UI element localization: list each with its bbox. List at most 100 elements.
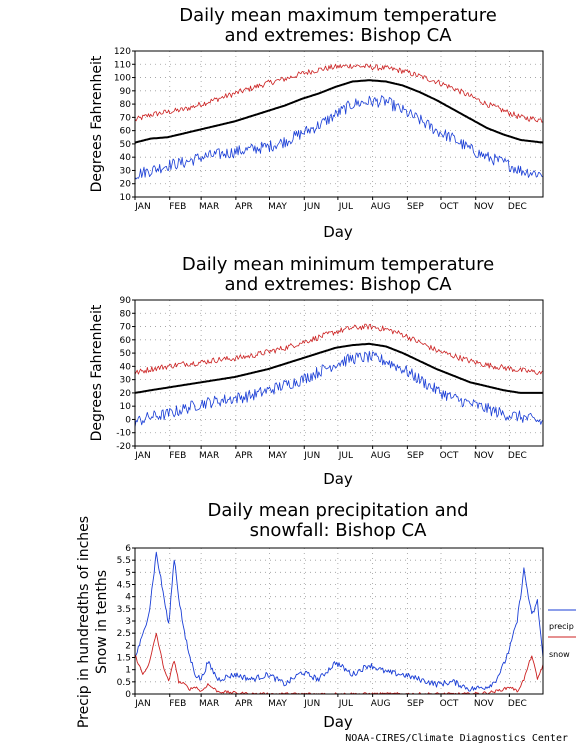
y-tick-label: 70	[120, 323, 132, 333]
y-tick-label: 90	[120, 87, 132, 97]
chart1-y-axis-label: Degrees Fahrenheit	[89, 55, 105, 192]
y-tick-label: 3	[125, 617, 131, 627]
series-line-min-extreme	[134, 95, 544, 180]
y-tick-label: 4	[125, 593, 131, 603]
y-tick-label: 70	[120, 113, 132, 123]
chart3-x-axis-label: Day	[323, 713, 353, 731]
x-tick-label: JAN	[134, 202, 150, 212]
plot-frame	[134, 50, 544, 198]
x-tick-label: OCT	[440, 451, 459, 461]
x-tick-label: AUG	[371, 451, 391, 461]
chart3-y-axis-label-line1: Precip in hundredths of inches	[76, 516, 92, 728]
x-tick-label: SEP	[407, 451, 424, 461]
series-line-precip	[134, 551, 544, 692]
chart2-x-axis-label: Day	[323, 470, 353, 488]
credit-text: NOAA-CIRES/Climate Diagnostics Center	[345, 733, 568, 744]
y-tick-label: 5	[125, 568, 131, 578]
y-tick-label: 80	[120, 309, 132, 319]
y-tick-label: 2.5	[117, 629, 131, 639]
x-tick-label: MAY	[268, 451, 287, 461]
y-tick-label: 10	[120, 193, 132, 203]
y-tick-label: -10	[116, 429, 131, 439]
chart3-plot-area: 0 0.5 1 1.5 2 2.5 3 3.5 4 4.5 5 5.5 6 JAN FEB MAR APR MAY…	[117, 544, 544, 709]
y-tick-label: 100	[114, 74, 131, 84]
x-tick-label: APR	[235, 451, 253, 461]
x-tick-label: DEC	[508, 699, 527, 709]
x-tick-label: OCT	[440, 202, 459, 212]
y-tick-label: 20	[120, 180, 132, 190]
x-tick-label: NOV	[474, 451, 495, 461]
y-tick-label: 50	[120, 140, 132, 150]
x-tick-label: AUG	[371, 699, 391, 709]
plot-frame	[134, 299, 544, 447]
legend-snow-label: snow	[549, 650, 570, 659]
series-line-min-extreme	[134, 350, 544, 428]
chart3-y-axis-label-line2: Snow in tenths	[94, 570, 110, 674]
chart2-title-line2: and extremes: Bishop CA	[224, 274, 452, 295]
chart3-title-line2: snowfall: Bishop CA	[250, 520, 428, 541]
chart1-x-axis-label: Day	[323, 223, 353, 241]
x-tick-label: APR	[235, 202, 253, 212]
x-tick-label: MAY	[268, 202, 287, 212]
y-tick-label: 10	[120, 402, 132, 412]
y-tick-label: 120	[114, 47, 131, 57]
chart2-plot-area: -20 -10 0 10 20 30 40 50 60 70 80 90 JAN FEB MAR APR MAY…	[116, 296, 544, 461]
x-tick-label: JUL	[338, 451, 353, 461]
y-tick-label: 30	[120, 376, 132, 386]
y-tick-label: 4.5	[117, 581, 131, 591]
x-tick-label: SEP	[407, 202, 424, 212]
plot-frame	[134, 547, 544, 695]
x-tick-label: JAN	[134, 699, 150, 709]
series-line-mean	[134, 79, 544, 144]
y-tick-label: 6	[125, 544, 131, 554]
legend-precip-label: precip	[549, 622, 574, 631]
series-line-max-extreme	[134, 323, 544, 375]
x-tick-label: MAR	[199, 451, 219, 461]
y-tick-label: 60	[120, 127, 132, 137]
y-tick-label: 1.5	[117, 654, 131, 664]
x-tick-label: MAY	[268, 699, 287, 709]
x-tick-label: MAR	[199, 202, 219, 212]
y-tick-label: 40	[120, 362, 132, 372]
series-line-max-extreme	[134, 63, 544, 123]
x-tick-label: JUL	[338, 202, 353, 212]
x-tick-label: NOV	[474, 699, 495, 709]
y-tick-label: 20	[120, 389, 132, 399]
x-tick-label: APR	[235, 699, 253, 709]
x-tick-label: OCT	[440, 699, 459, 709]
x-tick-label: JAN	[134, 451, 150, 461]
y-tick-label: 110	[114, 60, 131, 70]
chart2-y-axis-label: Degrees Fahrenheit	[89, 304, 105, 441]
y-tick-label: 30	[120, 166, 132, 176]
y-tick-label: 40	[120, 153, 132, 163]
y-tick-label: 0	[125, 415, 131, 425]
y-tick-label: 0.5	[117, 678, 131, 688]
chart1-title-line1: Daily mean maximum temperature	[179, 5, 497, 26]
y-tick-label: 2	[125, 641, 131, 651]
x-tick-label: SEP	[407, 699, 424, 709]
x-tick-label: MAR	[199, 699, 219, 709]
x-tick-label: DEC	[508, 451, 527, 461]
chart1-title-line2: and extremes: Bishop CA	[224, 25, 452, 46]
x-tick-label: NOV	[474, 202, 495, 212]
y-tick-label: 90	[120, 296, 132, 306]
x-tick-label: FEB	[169, 202, 186, 212]
series-line-mean	[134, 342, 543, 394]
x-tick-label: JUN	[303, 699, 320, 709]
y-tick-label: 5.5	[117, 556, 131, 566]
y-tick-label: -20	[116, 442, 131, 452]
x-tick-label: JUN	[303, 451, 320, 461]
y-tick-label: 0	[125, 690, 131, 700]
y-tick-label: 80	[120, 100, 132, 110]
chart1-plot-area: 10 20 30 40 50 60 70 80 90 100 110 120 JAN FEB MAR APR M…	[114, 47, 544, 212]
y-tick-label: 50	[120, 349, 132, 359]
y-tick-label: 60	[120, 336, 132, 346]
x-tick-label: AUG	[371, 202, 391, 212]
chart2-title-line1: Daily mean minimum temperature	[182, 254, 494, 275]
x-tick-label: DEC	[508, 202, 527, 212]
x-tick-label: FEB	[169, 451, 186, 461]
x-tick-label: FEB	[169, 699, 186, 709]
y-tick-label: 3.5	[117, 605, 131, 615]
x-tick-label: JUL	[338, 699, 353, 709]
